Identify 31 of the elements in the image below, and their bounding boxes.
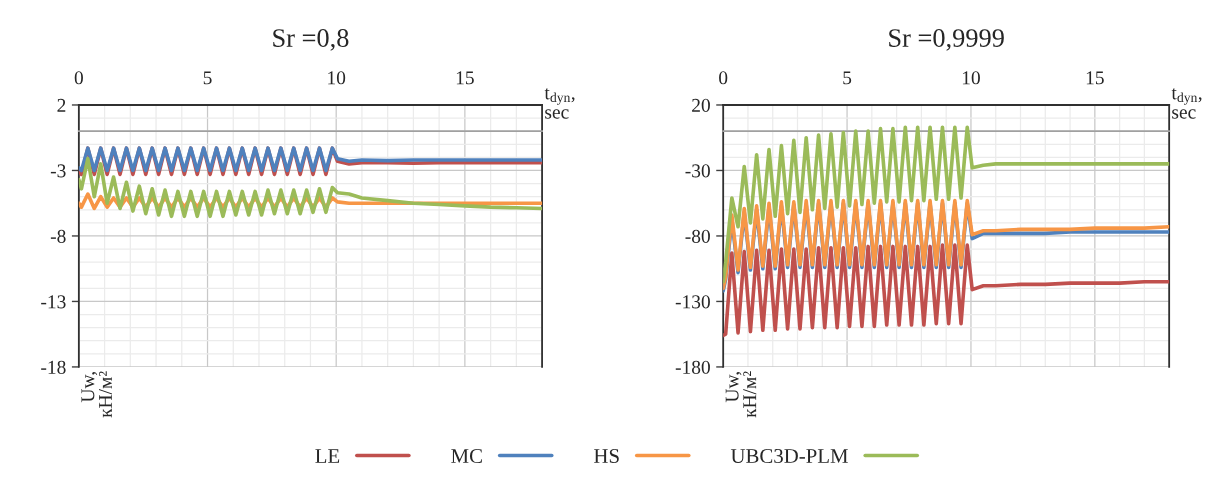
line-series bbox=[723, 243, 1170, 338]
x-tick-label: 15 bbox=[456, 71, 474, 85]
x-tick-label: 10 bbox=[962, 71, 980, 85]
line-series bbox=[78, 156, 543, 219]
x-axis-title: t$_{dyn}$, sec bbox=[1171, 88, 1202, 119]
y-axis-title: Uw, кН/м² bbox=[81, 371, 113, 418]
y-tick-label: -80 bbox=[685, 229, 710, 243]
legend-label: MC bbox=[451, 449, 482, 464]
chart-title: Sr =0,8 bbox=[273, 29, 349, 51]
y-axis-title: Uw, кН/м² bbox=[725, 371, 757, 418]
y-tick-label: 20 bbox=[692, 98, 710, 112]
legend-label: HS bbox=[594, 449, 619, 464]
x-tick-label: 0 bbox=[74, 71, 83, 85]
x-tick-label: 5 bbox=[203, 71, 212, 85]
y-tick-label: -30 bbox=[685, 164, 710, 178]
y-tick-label: 2 bbox=[57, 98, 66, 112]
y-tick-label: -3 bbox=[50, 164, 66, 178]
x-tick-label: 5 bbox=[843, 71, 852, 85]
x-axis-title: t$_{dyn}$, sec bbox=[544, 88, 575, 119]
x-tick-label: 10 bbox=[328, 71, 346, 85]
y-tick-label: -8 bbox=[50, 229, 66, 243]
y-tick-label: -130 bbox=[675, 295, 710, 309]
y-tick-label: -18 bbox=[41, 360, 66, 374]
line-series bbox=[723, 125, 1170, 284]
x-tick-label: 0 bbox=[719, 71, 728, 85]
y-tick-label: -180 bbox=[675, 360, 710, 374]
y-tick-label: -13 bbox=[41, 295, 66, 309]
legend-label: UBC3D-PLM bbox=[730, 449, 848, 464]
legend-label: LE bbox=[315, 449, 340, 463]
chart-title: Sr =0,9999 bbox=[889, 29, 1004, 51]
x-tick-label: 15 bbox=[1086, 71, 1104, 85]
